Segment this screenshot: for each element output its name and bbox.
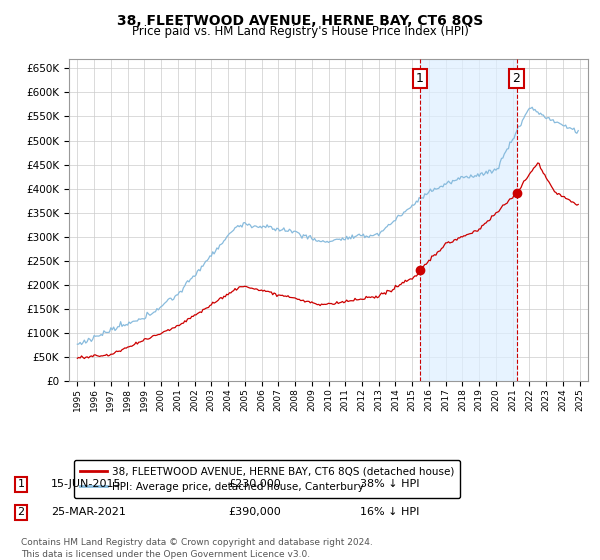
Text: 38% ↓ HPI: 38% ↓ HPI <box>360 479 419 489</box>
Bar <box>420 59 517 381</box>
Text: 2: 2 <box>512 72 520 85</box>
Text: 38, FLEETWOOD AVENUE, HERNE BAY, CT6 8QS: 38, FLEETWOOD AVENUE, HERNE BAY, CT6 8QS <box>117 14 483 28</box>
Text: £390,000: £390,000 <box>228 507 281 517</box>
Text: £230,000: £230,000 <box>228 479 281 489</box>
Text: 1: 1 <box>17 479 25 489</box>
Text: 16% ↓ HPI: 16% ↓ HPI <box>360 507 419 517</box>
Text: 2: 2 <box>17 507 25 517</box>
Text: 25-MAR-2021: 25-MAR-2021 <box>51 507 126 517</box>
Text: Contains HM Land Registry data © Crown copyright and database right 2024.
This d: Contains HM Land Registry data © Crown c… <box>21 538 373 559</box>
Text: 15-JUN-2015: 15-JUN-2015 <box>51 479 121 489</box>
Legend: 38, FLEETWOOD AVENUE, HERNE BAY, CT6 8QS (detached house), HPI: Average price, d: 38, FLEETWOOD AVENUE, HERNE BAY, CT6 8QS… <box>74 460 460 498</box>
Text: 1: 1 <box>416 72 424 85</box>
Text: Price paid vs. HM Land Registry's House Price Index (HPI): Price paid vs. HM Land Registry's House … <box>131 25 469 38</box>
